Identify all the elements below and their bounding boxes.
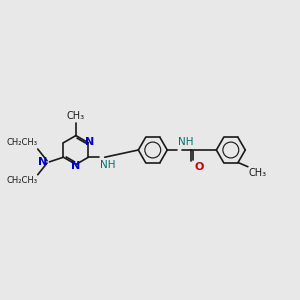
- Text: CH₃: CH₃: [249, 168, 267, 178]
- Text: N: N: [71, 161, 80, 171]
- Text: CH₂CH₃: CH₂CH₃: [6, 176, 37, 185]
- Text: O: O: [194, 162, 204, 172]
- Text: CH₂CH₃: CH₂CH₃: [6, 138, 37, 147]
- Text: NH: NH: [100, 160, 115, 170]
- Text: CH₃: CH₃: [67, 111, 85, 121]
- Text: N: N: [38, 157, 47, 167]
- Text: N: N: [85, 137, 94, 147]
- Text: NH: NH: [178, 137, 194, 147]
